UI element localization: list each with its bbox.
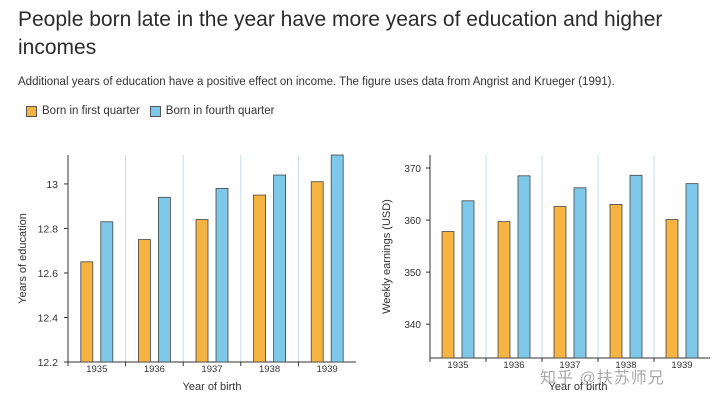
x-tick-label: 1935 [86,364,107,375]
x-axis-label: Year of birth [183,381,242,393]
y-tick-label: 360 [404,216,421,227]
bar-fourth-quarter [100,221,114,363]
bar-fourth-quarter [517,175,531,359]
figure-subtitle: Additional years of education have a pos… [18,76,615,88]
legend: Born in first quarter Born in fourth qua… [26,105,284,117]
bar-fourth-quarter [461,200,475,359]
y-tick-label: 12.2 [38,357,59,369]
x-tick-label: 1936 [144,364,165,375]
bar-first-quarter [497,221,511,359]
y-tick-label: 12.6 [38,268,59,280]
page-title: People born late in the year have more y… [18,8,663,59]
legend-swatch-first-quarter [26,105,37,117]
y-tick-label: 340 [404,320,421,331]
bar-first-quarter [553,206,567,359]
bar-fourth-quarter [685,183,699,359]
legend-item-first-quarter: Born in first quarter [26,105,140,117]
x-tick-label: 1938 [259,364,280,375]
legend-item-fourth-quarter: Born in fourth quarter [149,105,275,117]
legend-label-fourth-quarter: Born in fourth quarter [165,105,275,117]
bar-first-quarter [195,219,209,363]
y-axis-label: Years of education [17,213,29,304]
x-tick-label: 1938 [615,360,636,371]
bar-first-quarter [310,181,324,363]
bar-fourth-quarter [330,154,344,363]
x-tick-label: 1937 [559,360,580,371]
bar-first-quarter [80,261,94,363]
x-tick-label: 1935 [447,360,468,371]
legend-label-first-quarter: Born in first quarter [42,105,140,117]
x-axis-label: Year of birth [549,381,608,393]
bar-fourth-quarter [573,187,587,359]
bar-fourth-quarter [629,174,643,359]
bar-first-quarter [441,231,455,359]
bar-first-quarter [253,194,267,363]
bar-fourth-quarter [273,174,287,363]
bar-first-quarter [665,219,679,359]
x-tick-label: 1936 [503,360,524,371]
bar-first-quarter [137,239,151,363]
x-tick-label: 1939 [317,364,338,375]
x-tick-label: 1939 [671,360,692,371]
y-tick-label: 350 [404,268,421,279]
y-tick-label: 12.4 [38,312,59,324]
y-tick-label: 12.8 [38,223,59,235]
bar-fourth-quarter [215,187,229,363]
y-tick-label: 370 [404,164,421,175]
y-tick-label: 13 [46,179,58,191]
watermark: 知乎 @扶苏师兄 [540,370,665,387]
legend-swatch-fourth-quarter [149,105,161,117]
y-axis-label: Weekly earnings (USD) [381,199,393,314]
x-tick-label: 1937 [201,364,222,375]
bar-first-quarter [609,204,623,359]
bar-fourth-quarter [157,196,171,363]
